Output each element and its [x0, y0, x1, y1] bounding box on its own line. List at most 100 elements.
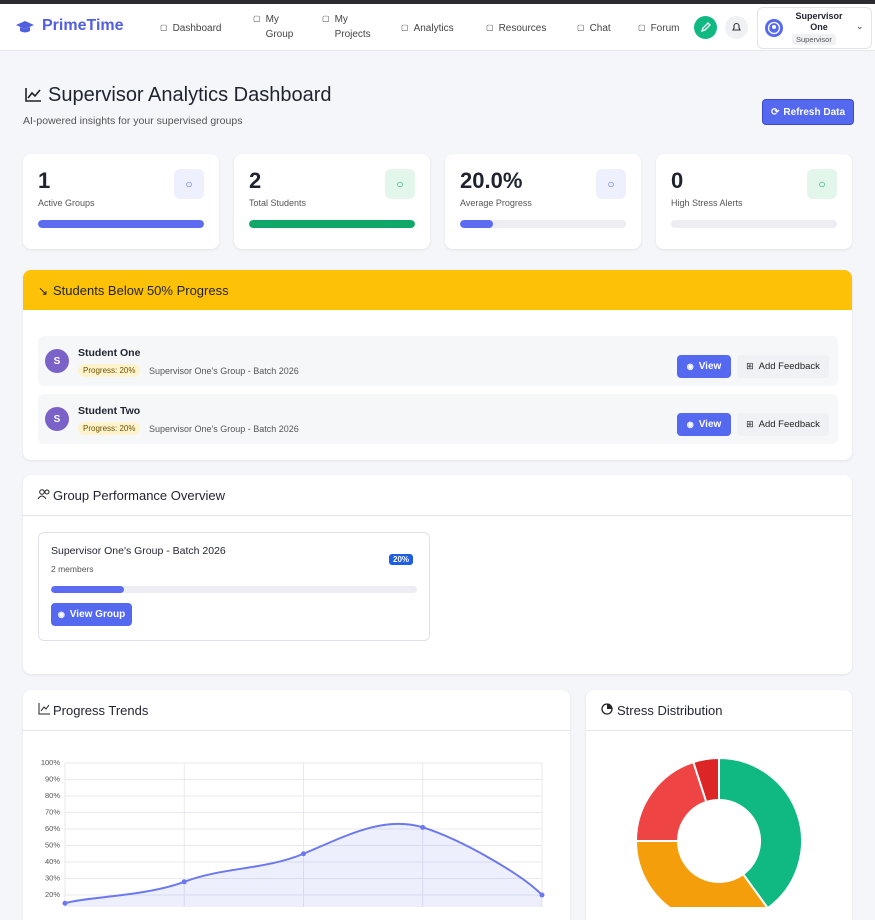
stat-track [460, 220, 626, 228]
student-row: S Student Two Progress: 20% Supervisor One'… [38, 394, 838, 444]
brand[interactable]: PrimeTime [42, 17, 124, 34]
view-label: View [698, 419, 722, 430]
nav-link[interactable]: ▢ My Group [253, 12, 306, 42]
y-tick-label: 30% [45, 873, 60, 882]
feedback-button[interactable]: ⊞ Add Feedback [737, 355, 829, 378]
nav-link-label: My Projects [334, 14, 371, 40]
y-tick-label: 100% [41, 758, 61, 767]
nav-icon: ▢ [401, 23, 409, 32]
refresh-label: Refresh Data [783, 106, 846, 118]
group-name: Supervisor One's Group - Batch 2026 [51, 545, 226, 557]
nav-icon: ▢ [253, 14, 261, 23]
user-avatar [765, 19, 783, 37]
view-group-button[interactable]: ◉ View Group [51, 603, 132, 626]
point [62, 900, 68, 906]
slice [634, 760, 708, 842]
edit-button[interactable] [694, 16, 717, 39]
nav-link-label: Forum [650, 23, 680, 34]
stat-value: 20.0% [460, 168, 523, 193]
y-tick-label: 20% [45, 890, 60, 899]
feedback-icon: ⊞ [746, 361, 754, 371]
feedback-label: Add Feedback [758, 419, 820, 430]
nav-link[interactable]: ▢ My Projects [322, 12, 375, 42]
page-title: Supervisor Analytics Dashboard [48, 84, 332, 106]
student-name: Student Two [78, 405, 141, 417]
view-icon: ◉ [686, 420, 694, 429]
trend-icon [38, 703, 50, 715]
doughnut-chart [634, 756, 803, 907]
student-avatar: S [45, 407, 69, 431]
nav-link-label: Resources [498, 23, 547, 34]
stat-bar [249, 220, 415, 228]
group-members: 2 members [51, 564, 94, 574]
stat-icon: ○ [174, 169, 204, 199]
navbar: PrimeTime Supervisor One Supervisor ⌄ ▢ D… [0, 4, 875, 51]
student-row: S Student One Progress: 20% Supervisor One'… [38, 336, 838, 386]
stat-bar [38, 220, 204, 228]
nav-icon: ▢ [638, 23, 646, 32]
student-group: Supervisor One's Group - Batch 2026 [149, 366, 299, 376]
stress-icon [601, 703, 613, 715]
nav-link[interactable]: ▢ Analytics [401, 21, 454, 36]
dropdown-caret: ⌄ [856, 21, 864, 31]
group-badge: 20% [389, 554, 414, 565]
stat-label: Average Progress [460, 198, 532, 208]
page-subtitle: AI-powered insights for your supervised … [23, 115, 243, 127]
view-label: View [698, 361, 722, 372]
stat-card: 2 Total Students ○ [234, 154, 430, 249]
user-name: Supervisor One [795, 11, 843, 32]
point [539, 892, 545, 898]
stress-header: Stress Distribution [586, 690, 852, 731]
y-tick-label: 40% [45, 857, 60, 866]
stat-card: 1 Active Groups ○ [23, 154, 219, 249]
stat-icon: ○ [385, 169, 415, 199]
view-button[interactable]: ◉ View [677, 355, 731, 378]
student-avatar: S [45, 349, 69, 373]
stat-card: 20.0% Average Progress ○ [445, 154, 641, 249]
student-name: Student One [78, 347, 141, 359]
brand-icon [16, 21, 34, 33]
nav-icon: ▢ [486, 23, 494, 32]
group-panel: Group Performance Overview Supervisor On… [23, 475, 852, 674]
progress-badge: Progress: 20% [78, 422, 141, 435]
y-tick-label: 80% [45, 791, 60, 800]
group-bar [51, 586, 125, 593]
trend-header: Progress Trends [23, 690, 570, 731]
feedback-label: Add Feedback [758, 361, 820, 372]
y-tick-label: 60% [45, 824, 60, 833]
user-role: Supervisor [792, 34, 836, 45]
stat-track [249, 220, 415, 228]
refresh-button[interactable]: ⟳ Refresh Data [762, 99, 854, 125]
alert-header: ↘ Students Below 50% Progress [23, 270, 852, 310]
slice [718, 756, 803, 907]
nav-link-label: Dashboard [172, 23, 222, 34]
group-icon [37, 489, 50, 500]
slice [634, 840, 769, 907]
stat-track [38, 220, 204, 228]
nav-link[interactable]: ▢ Dashboard [160, 21, 221, 36]
y-tick-label: 90% [45, 774, 60, 783]
trend-card: Progress Trends [23, 690, 570, 920]
stat-card: 0 High Stress Alerts ○ [656, 154, 852, 249]
feedback-button[interactable]: ⊞ Add Feedback [737, 413, 829, 436]
point [301, 851, 306, 857]
view-icon: ◉ [686, 362, 694, 371]
stat-icon: ○ [596, 169, 626, 199]
alert-title: Students Below 50% Progress [53, 283, 229, 298]
nav-link[interactable]: ▢ Resources [486, 21, 546, 36]
group-header: Group Performance Overview [23, 475, 852, 516]
title-icon [25, 88, 41, 102]
stat-value: 1 [38, 168, 51, 193]
stat-label: Active Groups [38, 198, 95, 208]
nav-link[interactable]: ▢ Chat [577, 21, 611, 36]
nav-link-label: Analytics [413, 23, 454, 34]
view-button[interactable]: ◉ View [677, 413, 731, 436]
nav-icon: ▢ [322, 14, 330, 23]
view-group-label: View Group [69, 609, 126, 620]
alert-icon: ↘ [38, 284, 49, 298]
view-icon: ◉ [57, 610, 65, 619]
notifications-button[interactable] [725, 16, 748, 39]
user-menu[interactable]: Supervisor One Supervisor ⌄ [757, 7, 872, 49]
nav-link[interactable]: ▢ Forum [638, 21, 679, 36]
